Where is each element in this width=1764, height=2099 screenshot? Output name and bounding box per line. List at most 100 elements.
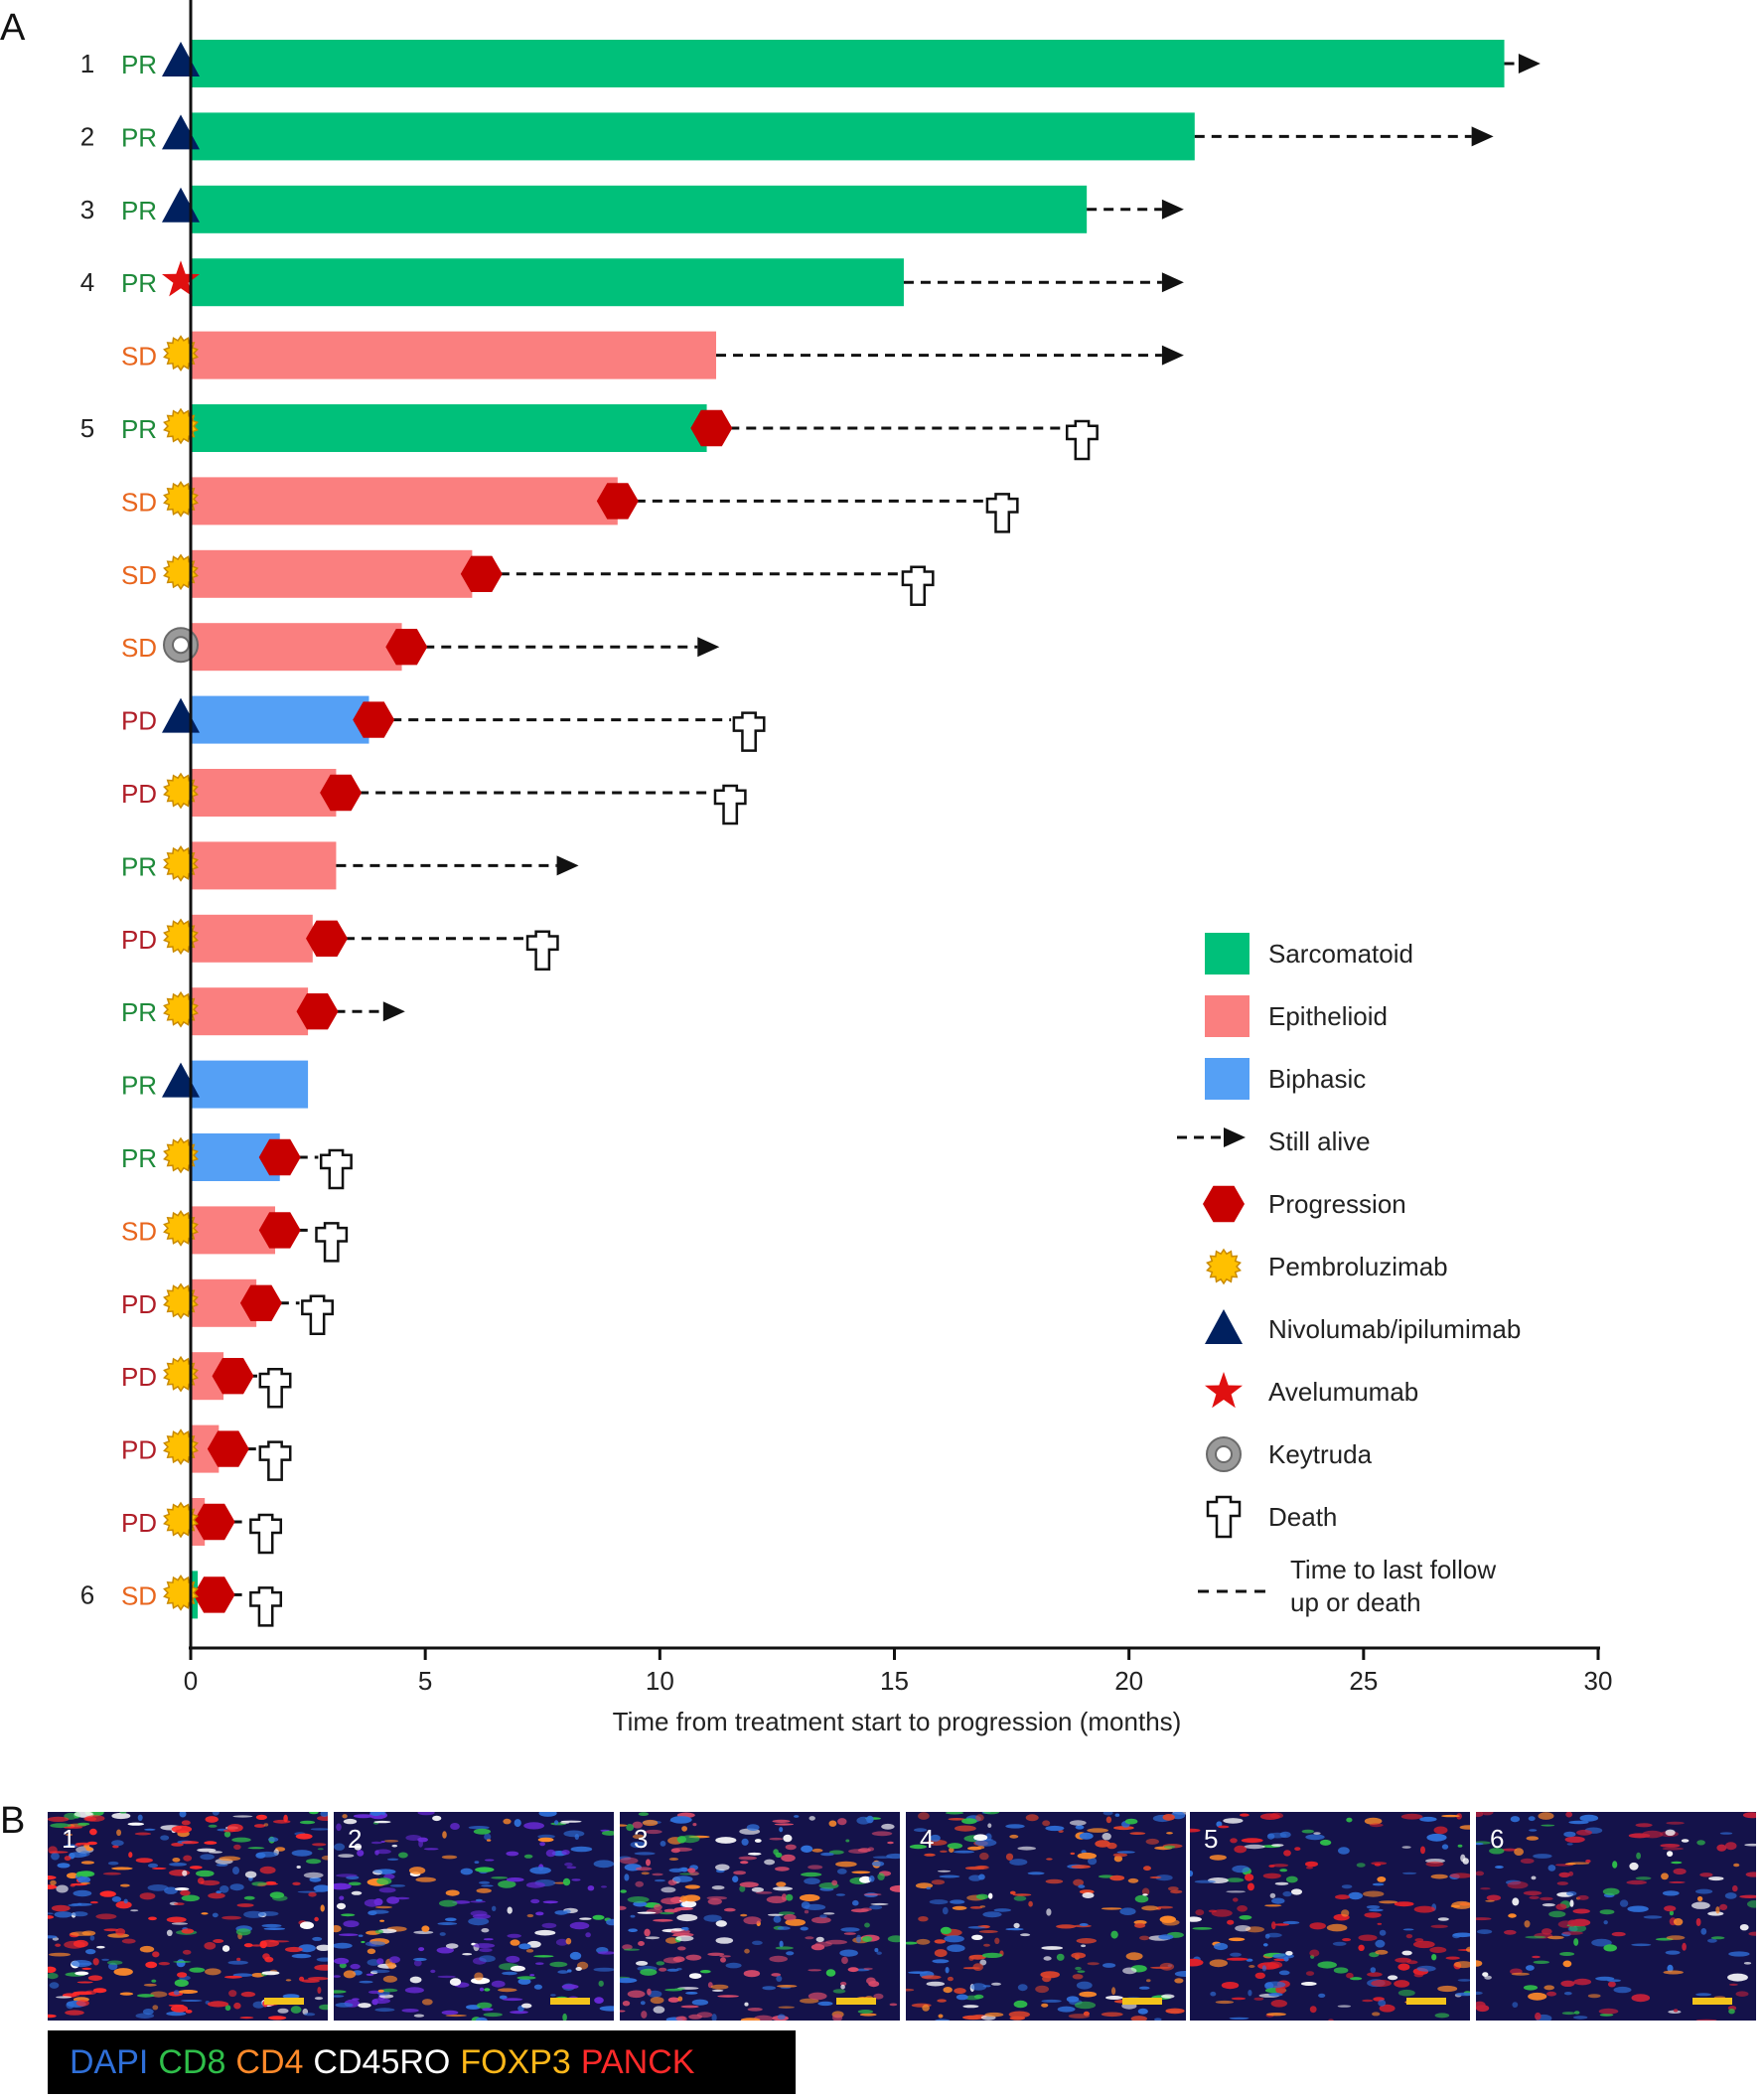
legend-item-nivolumab-ipilumimab: Nivolumab/ipilumimab	[1205, 1309, 1521, 1344]
patient-number: 3	[80, 195, 94, 225]
patient-row-20: PD	[121, 1424, 292, 1481]
tile-number: 3	[634, 1824, 649, 1854]
death-marker	[1065, 419, 1099, 461]
progression-marker	[239, 1284, 282, 1321]
stain-label-cd8: CD8	[158, 2042, 226, 2081]
legend-symbol-hole	[1215, 1445, 1233, 1463]
response-label: PR	[121, 414, 157, 444]
legend-item-epithelioid: Epithelioid	[1205, 995, 1388, 1037]
patient-row-15: PR	[121, 1060, 309, 1109]
legend-label: Death	[1268, 1502, 1337, 1532]
fluorescence-texture	[334, 1812, 614, 2021]
x-tick-label: 0	[184, 1666, 198, 1696]
bar-biphasic	[191, 695, 369, 744]
patient-row-13: PD	[121, 914, 559, 972]
scale-bar	[1406, 1998, 1446, 2005]
progression-marker	[258, 1212, 301, 1249]
response-label: PD	[121, 1362, 157, 1392]
death-marker	[985, 493, 1019, 533]
legend-label: Time to last follow	[1290, 1555, 1496, 1584]
response-label: SD	[121, 560, 157, 590]
stain-label-panck: PANCK	[580, 2042, 695, 2081]
pembrolizumab-marker	[163, 1501, 199, 1539]
still-alive-arrow	[556, 855, 579, 876]
still-alive-arrow	[1161, 345, 1184, 366]
image-tile-1: 1	[48, 1812, 328, 2021]
patient-row-2: 2 PR	[80, 112, 1494, 161]
progression-marker	[596, 483, 639, 520]
patient-number: 6	[80, 1579, 94, 1609]
patient-row-16: PR	[121, 1133, 353, 1190]
pembrolizumab-marker	[163, 1428, 199, 1465]
response-label: SD	[121, 1580, 157, 1610]
response-label: PD	[121, 706, 157, 736]
bar-sarcomatoid	[191, 112, 1195, 161]
x-tick-label: 25	[1349, 1666, 1378, 1696]
legend-symbol	[1205, 1372, 1243, 1409]
pembrolizumab-marker	[163, 553, 199, 591]
bar-epithelioid	[191, 987, 309, 1036]
legend-swatch	[1205, 933, 1250, 975]
legend-symbol	[1203, 1185, 1245, 1223]
legend-label: Avelumumab	[1268, 1377, 1418, 1407]
progression-marker	[193, 1503, 235, 1541]
legend-symbol	[1206, 1248, 1242, 1285]
legend-swatch	[1205, 1058, 1250, 1100]
fluorescence-texture	[906, 1812, 1186, 2021]
response-label: PR	[121, 122, 157, 152]
tile-number: 4	[920, 1824, 935, 1854]
avelumumab-marker	[162, 260, 200, 297]
image-tile-4: 4	[906, 1812, 1186, 2021]
pembrolizumab-marker	[163, 1210, 199, 1247]
still-alive-arrow	[1161, 199, 1184, 220]
legend-symbol	[1206, 1495, 1242, 1539]
response-label: SD	[121, 342, 157, 372]
legend-symbol	[1205, 1309, 1243, 1344]
pembrolizumab-marker	[163, 335, 199, 372]
pembrolizumab-marker	[163, 918, 199, 956]
response-label: PR	[121, 997, 157, 1027]
response-label: PR	[121, 1071, 157, 1101]
x-tick-label: 20	[1114, 1666, 1143, 1696]
response-label: PR	[121, 851, 157, 881]
x-axis: 0 5 10 15 20 25 30	[184, 0, 1613, 1696]
response-label: PR	[121, 268, 157, 298]
scale-bar	[1692, 1998, 1732, 2005]
death-marker	[258, 1367, 292, 1409]
patient-row-9: SD	[121, 623, 720, 672]
pembrolizumab-marker	[163, 1282, 199, 1320]
image-tile-3: 3	[620, 1812, 900, 2021]
bar-epithelioid	[191, 841, 337, 890]
legend-item-death: Death	[1206, 1495, 1337, 1539]
progression-marker	[207, 1430, 249, 1467]
death-marker	[319, 1148, 353, 1190]
swimmer-plot: A 1 PR 2 PR 3 PR 4 PR SD 5 PR SD SD SD PD PD PR PD PR PR PR S…	[0, 0, 1613, 1736]
x-tick-label: 30	[1584, 1666, 1613, 1696]
progression-marker	[320, 774, 363, 812]
bar-sarcomatoid	[191, 258, 904, 307]
panel-a-label: A	[0, 7, 26, 49]
progression-marker	[258, 1138, 301, 1176]
bar-epithelioid	[191, 331, 717, 379]
patient-row-4: 4 PR	[80, 258, 1184, 307]
patient-row-6: 5 PR	[80, 404, 1099, 461]
response-label: PR	[121, 196, 157, 225]
legend-item-biphasic: Biphasic	[1205, 1058, 1366, 1100]
bar-sarcomatoid	[191, 185, 1088, 233]
death-marker	[315, 1222, 349, 1263]
legend-item-alive: Still alive	[1177, 1126, 1371, 1156]
progression-marker	[690, 409, 733, 447]
patient-row-1: 1 PR	[80, 40, 1541, 87]
x-tick-label: 15	[880, 1666, 909, 1696]
keytruda-marker-hole	[172, 636, 190, 655]
legend-item-progression: Progression	[1203, 1185, 1406, 1223]
progression-marker	[296, 993, 339, 1030]
patient-row-10: PD	[121, 695, 766, 752]
progression-marker	[212, 1358, 254, 1395]
still-alive-arrow	[1161, 272, 1184, 293]
scale-bar	[550, 1998, 590, 2005]
patient-row-19: PD	[121, 1352, 292, 1409]
stain-label-cd45ro: CD45RO	[313, 2042, 451, 2081]
response-label: PD	[121, 925, 157, 955]
patient-row-8: SD	[121, 549, 935, 607]
